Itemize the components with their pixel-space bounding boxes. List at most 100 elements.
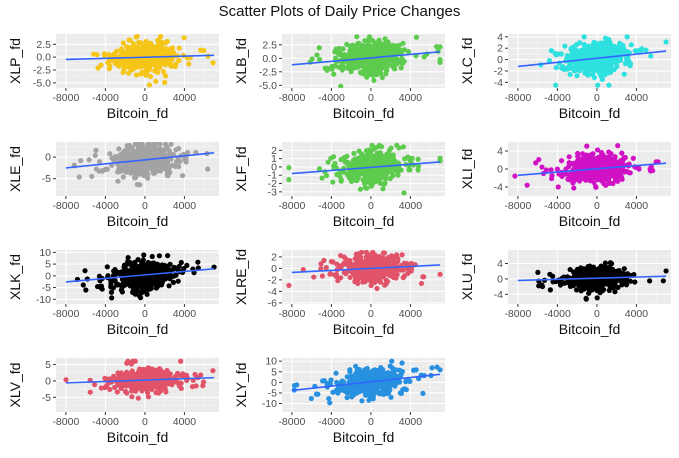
data-point (663, 39, 668, 44)
data-point (116, 282, 121, 287)
data-point (579, 288, 584, 293)
data-point (162, 263, 167, 268)
data-point (157, 142, 162, 147)
data-point (156, 45, 161, 50)
data-point (387, 169, 392, 174)
data-point (567, 154, 572, 159)
data-point (139, 63, 144, 68)
data-point (388, 58, 393, 63)
y-tick-label: -5.0 (33, 77, 51, 89)
data-point (578, 160, 583, 165)
data-point (398, 60, 403, 65)
data-point (595, 83, 600, 88)
data-point (182, 35, 187, 40)
data-point (384, 260, 389, 265)
y-tick-label: 0.0 (262, 53, 277, 65)
data-point (539, 164, 544, 169)
x-tick-label: -8000 (278, 92, 305, 104)
x-tick-label: 0 (142, 200, 148, 212)
data-point (434, 44, 439, 49)
data-point (148, 261, 153, 266)
data-point (588, 52, 593, 57)
data-point (95, 65, 100, 70)
data-point (368, 283, 373, 288)
x-axis-title: Bitcoin_fd (107, 213, 168, 229)
x-tick-label: -8000 (278, 308, 305, 320)
data-point (372, 51, 377, 56)
data-point (376, 144, 381, 149)
data-point (401, 267, 406, 272)
data-point (354, 65, 359, 70)
data-point (613, 59, 618, 64)
data-point (176, 279, 181, 284)
data-point (363, 185, 368, 190)
data-point (401, 190, 406, 195)
data-point (143, 265, 148, 270)
data-point (106, 52, 111, 57)
data-point (606, 149, 611, 154)
data-point (161, 69, 166, 74)
data-point (145, 279, 150, 284)
data-point (597, 290, 602, 295)
data-point (331, 154, 336, 159)
data-point (357, 46, 362, 51)
data-point (134, 34, 139, 39)
data-point (383, 281, 388, 286)
data-point (126, 37, 131, 42)
data-point (195, 260, 200, 265)
data-point (314, 52, 319, 57)
x-tick-label: -4000 (544, 308, 571, 320)
data-point (351, 173, 356, 178)
y-tick-label: 0 (497, 273, 503, 285)
data-point (331, 72, 336, 77)
data-point (330, 179, 335, 184)
data-point (374, 175, 379, 180)
data-point (371, 78, 376, 83)
data-point (606, 83, 611, 88)
data-point (159, 151, 164, 156)
x-tick-label: -8000 (52, 308, 79, 320)
data-point (586, 44, 591, 49)
data-point (378, 280, 383, 285)
data-point (339, 179, 344, 184)
data-point (145, 44, 150, 49)
data-point (126, 45, 131, 50)
y-tick-label: -5 (42, 282, 51, 294)
data-point (406, 49, 411, 54)
data-point (158, 40, 163, 45)
x-tick-label: 4000 (173, 308, 197, 320)
data-point (384, 44, 389, 49)
data-point (134, 47, 139, 52)
data-point (97, 159, 102, 164)
data-point (147, 82, 152, 87)
data-point (610, 267, 615, 272)
y-tick-label: -5.0 (259, 80, 277, 92)
data-point (138, 295, 143, 300)
data-point (370, 73, 375, 78)
data-point (415, 167, 420, 172)
data-point (120, 154, 125, 159)
data-point (156, 281, 161, 286)
data-point (286, 177, 291, 182)
data-point (139, 290, 144, 295)
data-point (624, 282, 629, 287)
data-point (176, 158, 181, 163)
data-point (382, 172, 387, 177)
data-point (344, 154, 349, 159)
data-point (574, 173, 579, 178)
y-tick-label: 2 (271, 251, 277, 263)
data-point (123, 278, 128, 283)
data-point (577, 178, 582, 183)
data-point (577, 40, 582, 45)
data-point (386, 155, 391, 160)
data-point (553, 83, 558, 88)
data-point (622, 266, 627, 271)
data-point (559, 158, 564, 163)
data-point (210, 60, 215, 65)
